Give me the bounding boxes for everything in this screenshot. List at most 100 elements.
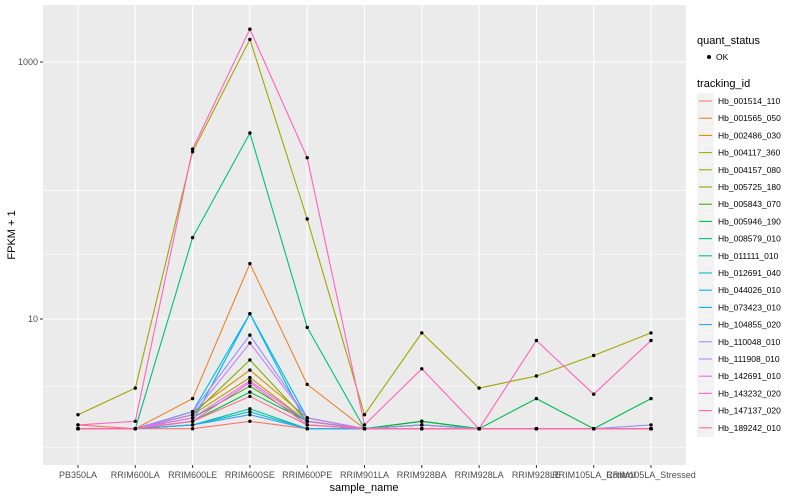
data-point bbox=[362, 423, 367, 427]
data-point bbox=[362, 427, 367, 431]
data-point bbox=[248, 390, 252, 394]
legend-point-label: OK bbox=[716, 52, 729, 62]
legend-item-label: Hb_044026_010 bbox=[718, 285, 781, 295]
y-tick-label: 10 bbox=[28, 314, 38, 324]
legend-item-label: Hb_147137_020 bbox=[718, 406, 781, 416]
legend-item-label: Hb_001514_110 bbox=[718, 96, 781, 106]
data-point bbox=[248, 341, 252, 345]
x-tick-label: RRIM928LA bbox=[455, 470, 504, 480]
data-point bbox=[190, 427, 195, 431]
y-tick-label: 1000 bbox=[18, 57, 38, 67]
data-point bbox=[649, 423, 653, 427]
data-point bbox=[305, 217, 309, 221]
data-point bbox=[477, 386, 481, 390]
data-point bbox=[248, 413, 252, 417]
x-tick-label: RRIM928BA bbox=[397, 470, 447, 480]
data-point bbox=[248, 333, 252, 337]
legend-item-label: Hb_142691_010 bbox=[718, 371, 781, 381]
data-point bbox=[190, 150, 195, 154]
x-axis-title: sample_name bbox=[329, 482, 398, 494]
data-point bbox=[305, 382, 309, 387]
data-point bbox=[248, 37, 252, 42]
data-point bbox=[420, 427, 424, 431]
x-tick-label: RRIM105LA_Control bbox=[552, 470, 635, 480]
legend-item-label: Hb_005946_190 bbox=[718, 216, 781, 226]
x-tick-label: RRIM600LA bbox=[111, 470, 160, 480]
y-axis: 10 1000 bbox=[18, 57, 43, 324]
data-point bbox=[76, 423, 80, 427]
data-point bbox=[248, 419, 252, 423]
data-point bbox=[534, 374, 539, 378]
x-axis: PB350LA RRIM600LA RRIM600LE RRIM600SE RRIM60… bbox=[59, 465, 696, 480]
data-point bbox=[76, 413, 80, 417]
x-tick-label: RRIM928LE bbox=[512, 470, 561, 480]
data-point bbox=[248, 394, 252, 399]
data-point bbox=[649, 396, 653, 401]
data-point bbox=[190, 416, 195, 420]
legend-point-marker bbox=[707, 55, 711, 59]
data-point bbox=[190, 410, 195, 414]
data-point bbox=[76, 427, 80, 431]
data-point bbox=[133, 419, 137, 423]
legend-item-label: Hb_111908_010 bbox=[718, 354, 780, 364]
legend-item-label: Hb_008579_010 bbox=[718, 234, 781, 244]
legend: quant_status OK tracking_id Hb_001514_11… bbox=[697, 35, 781, 437]
grid-major bbox=[43, 5, 686, 465]
legend-item-label: Hb_012691_040 bbox=[718, 268, 781, 278]
data-point bbox=[477, 427, 481, 431]
legend-items: Hb_001514_110 Hb_001565_050 Hb_002486_030 H… bbox=[697, 93, 781, 437]
data-point bbox=[248, 384, 252, 388]
data-point bbox=[248, 368, 252, 372]
legend-item-label: Hb_001565_050 bbox=[718, 113, 781, 123]
legend-item-label: Hb_002486_030 bbox=[718, 130, 781, 140]
data-point bbox=[190, 235, 195, 240]
legend-item-label: Hb_005843_070 bbox=[718, 199, 781, 209]
legend-item-label: Hb_104855_020 bbox=[718, 320, 781, 330]
data-point bbox=[305, 325, 309, 330]
data-point bbox=[305, 416, 309, 420]
data-point bbox=[534, 338, 539, 343]
data-point bbox=[592, 427, 596, 431]
data-point bbox=[649, 427, 653, 431]
data-point bbox=[305, 156, 309, 160]
data-point bbox=[420, 331, 424, 335]
x-tick-label: RRIM901LA bbox=[340, 470, 389, 480]
x-tick-label: RRIM600SE bbox=[225, 470, 275, 480]
legend-item-label: Hb_143232_020 bbox=[718, 388, 781, 398]
data-point bbox=[362, 413, 367, 417]
legend-item-label: Hb_189242_010 bbox=[718, 423, 781, 433]
data-point bbox=[248, 27, 252, 31]
legend-item-label: Hb_005725_180 bbox=[718, 182, 781, 192]
data-point bbox=[248, 131, 252, 135]
legend-points-title: quant_status bbox=[697, 35, 760, 47]
x-tick-label: RRIM600LE bbox=[168, 470, 217, 480]
data-point bbox=[305, 419, 309, 423]
data-point bbox=[420, 423, 424, 427]
data-point bbox=[420, 367, 424, 371]
x-tick-label: RRIM600PE bbox=[282, 470, 332, 480]
data-point bbox=[649, 338, 653, 343]
data-point bbox=[592, 353, 596, 358]
legend-item-label: Hb_110048_010 bbox=[718, 337, 781, 347]
data-point bbox=[133, 427, 137, 431]
y-axis-title: FPKM + 1 bbox=[6, 210, 18, 259]
legend-item-label: Hb_004157_080 bbox=[718, 165, 781, 175]
data-point bbox=[534, 396, 539, 401]
legend-item-label: Hb_004117_360 bbox=[718, 148, 781, 158]
data-point bbox=[534, 427, 539, 431]
data-point bbox=[248, 410, 252, 414]
data-point bbox=[248, 375, 252, 380]
legend-item-label: Hb_011111_010 bbox=[718, 251, 779, 261]
data-point bbox=[592, 392, 596, 396]
data-point bbox=[248, 358, 252, 362]
data-point bbox=[305, 427, 309, 431]
data-point bbox=[248, 380, 252, 385]
legend-series-title: tracking_id bbox=[697, 78, 750, 90]
data-point bbox=[649, 331, 653, 335]
data-point bbox=[190, 419, 195, 423]
x-tick-label: RRIM105LA_Stressed bbox=[606, 470, 696, 480]
legend-item-label: Hb_073423_010 bbox=[718, 302, 781, 312]
series-points bbox=[76, 27, 653, 431]
data-point bbox=[190, 147, 195, 151]
